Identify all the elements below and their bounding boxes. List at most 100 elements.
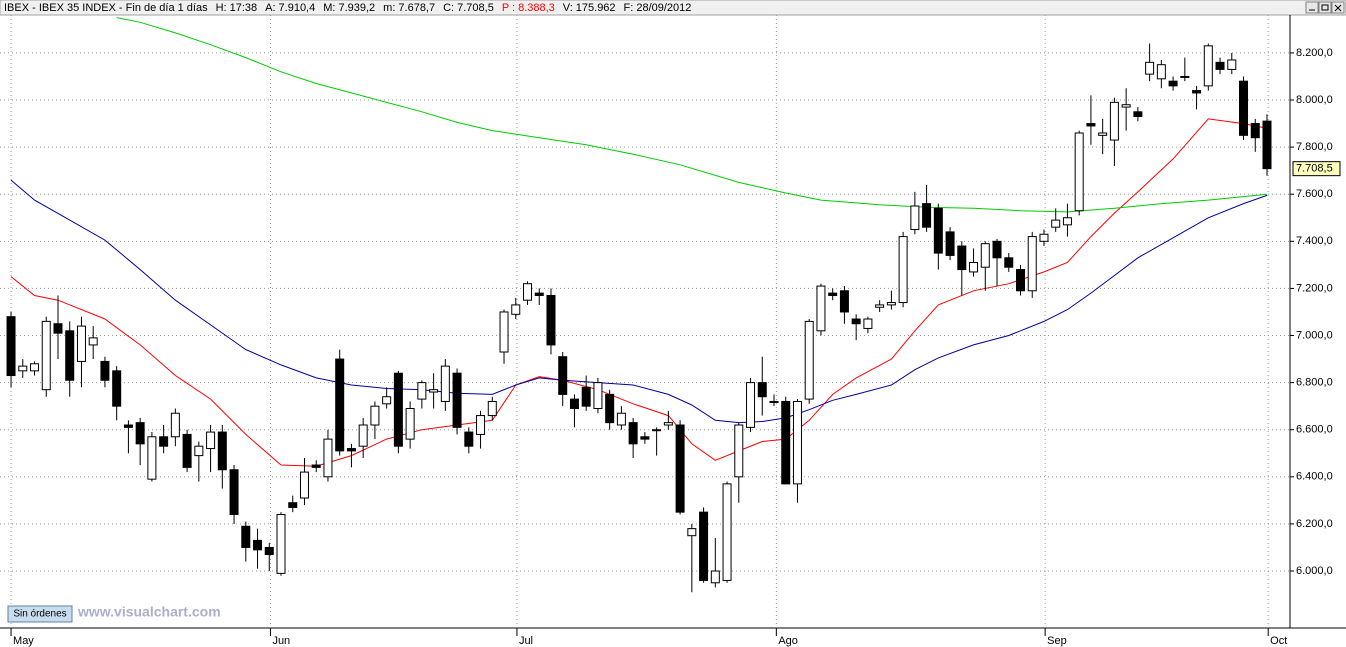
header-label: V: (563, 2, 573, 14)
candle-body (969, 262, 979, 273)
last-price-box (1292, 161, 1341, 177)
header-label: A: (265, 2, 275, 14)
header-value: 7.678,7 (398, 2, 435, 14)
candle-body (370, 405, 380, 426)
header-value: 7.708,5 (457, 2, 494, 14)
candle-body (76, 325, 86, 362)
candle-body (581, 386, 591, 407)
candle-body (863, 318, 873, 329)
candle-body (311, 464, 321, 468)
candle-body (1145, 61, 1155, 75)
x-tick-label: Jul (519, 635, 533, 647)
badge-box[interactable] (7, 605, 73, 623)
candle-body (851, 318, 861, 325)
candle-body (65, 330, 75, 381)
candle-body (487, 400, 497, 417)
candle-body (393, 372, 403, 447)
candle-body (910, 205, 920, 231)
candle-body (722, 483, 732, 581)
candle-body (652, 429, 662, 432)
axes: 6.000,0 6.200,0 6.400,0 6.600,0 6.800,0 7.000… (10, 47, 1341, 647)
candle-body (1015, 269, 1025, 292)
candle-body (429, 389, 439, 393)
candle-body (546, 294, 556, 346)
candle-body (452, 372, 462, 428)
candle-body (628, 422, 638, 445)
candle-body (1192, 90, 1202, 94)
candle-body (1156, 64, 1166, 80)
header-label: M: (323, 2, 335, 14)
candle-body (734, 424, 744, 478)
candle-body (1250, 123, 1260, 139)
candle-body (569, 398, 579, 410)
candle-body (816, 285, 826, 332)
close-icon (1334, 4, 1342, 12)
header-symbol: IBEX - IBEX 35 INDEX - Fin de día 1 días (4, 2, 208, 14)
x-tick-label: Oct (1270, 635, 1287, 647)
candle-body (217, 431, 227, 471)
y-tick-label: 7.600,0 (1296, 188, 1333, 200)
candle-body (616, 412, 626, 426)
candle-body (1098, 132, 1108, 136)
candle-body (1074, 132, 1084, 212)
grid (0, 15, 1290, 628)
candle-body (206, 431, 216, 450)
candle-body (757, 382, 767, 398)
x-tick-label: Sep (1047, 635, 1067, 647)
y-tick-label: 6.000,0 (1296, 565, 1333, 577)
candle-body (241, 525, 251, 548)
candle-body (1262, 120, 1272, 170)
candle-body (88, 337, 98, 346)
candle-body (839, 290, 849, 313)
y-tick-label: 7.800,0 (1296, 141, 1333, 153)
candle-body (229, 469, 239, 515)
candle-body (135, 422, 145, 445)
candle-body (323, 438, 333, 478)
maximize-button[interactable] (1318, 1, 1332, 14)
header-value: 17:38 (230, 2, 258, 14)
candle-body (710, 570, 720, 584)
candle-body (675, 424, 685, 513)
candle-body (663, 422, 673, 426)
candle-body (957, 245, 967, 271)
candle-body (640, 436, 650, 440)
maximize-icon (1321, 4, 1329, 11)
y-tick-label: 6.600,0 (1296, 424, 1333, 436)
candle-body (1121, 104, 1131, 108)
badge[interactable]: Sin órdenes (13, 609, 66, 620)
moving-average (10, 118, 1268, 467)
candle-body (875, 304, 885, 308)
candle-body (605, 393, 615, 424)
header-value: 7.910,4 (279, 2, 316, 14)
last-price-label: 7.708,5 (1296, 163, 1333, 175)
candle-body (593, 382, 603, 410)
candle-body (147, 436, 157, 480)
candle-body (523, 283, 533, 301)
candle-body (1227, 59, 1237, 70)
header-label: F: (624, 2, 634, 14)
candle-body (464, 431, 474, 447)
header-value: 8.388,3 (518, 2, 555, 14)
y-tick-label: 6.400,0 (1296, 471, 1333, 483)
candle-body (1215, 61, 1225, 70)
y-tick-label: 7.400,0 (1296, 235, 1333, 247)
candle-body (804, 320, 814, 400)
window-buttons (1305, 1, 1345, 14)
candle-body (499, 311, 509, 353)
candle-body (30, 363, 40, 372)
candle-body (886, 302, 896, 306)
y-tick-label: 6.200,0 (1296, 518, 1333, 530)
candle-body (276, 513, 286, 574)
candle-body (288, 502, 298, 508)
candle-body (358, 424, 368, 447)
candle-body (346, 448, 356, 452)
y-tick-label: 8.200,0 (1296, 47, 1333, 59)
header-bar (0, 0, 1346, 16)
minimize-button[interactable] (1305, 1, 1319, 14)
candle-body (769, 400, 779, 403)
header-value: 175.962 (576, 2, 616, 14)
candles (6, 43, 1272, 593)
x-tick-label: Jun (272, 635, 290, 647)
candle-body (558, 356, 568, 395)
